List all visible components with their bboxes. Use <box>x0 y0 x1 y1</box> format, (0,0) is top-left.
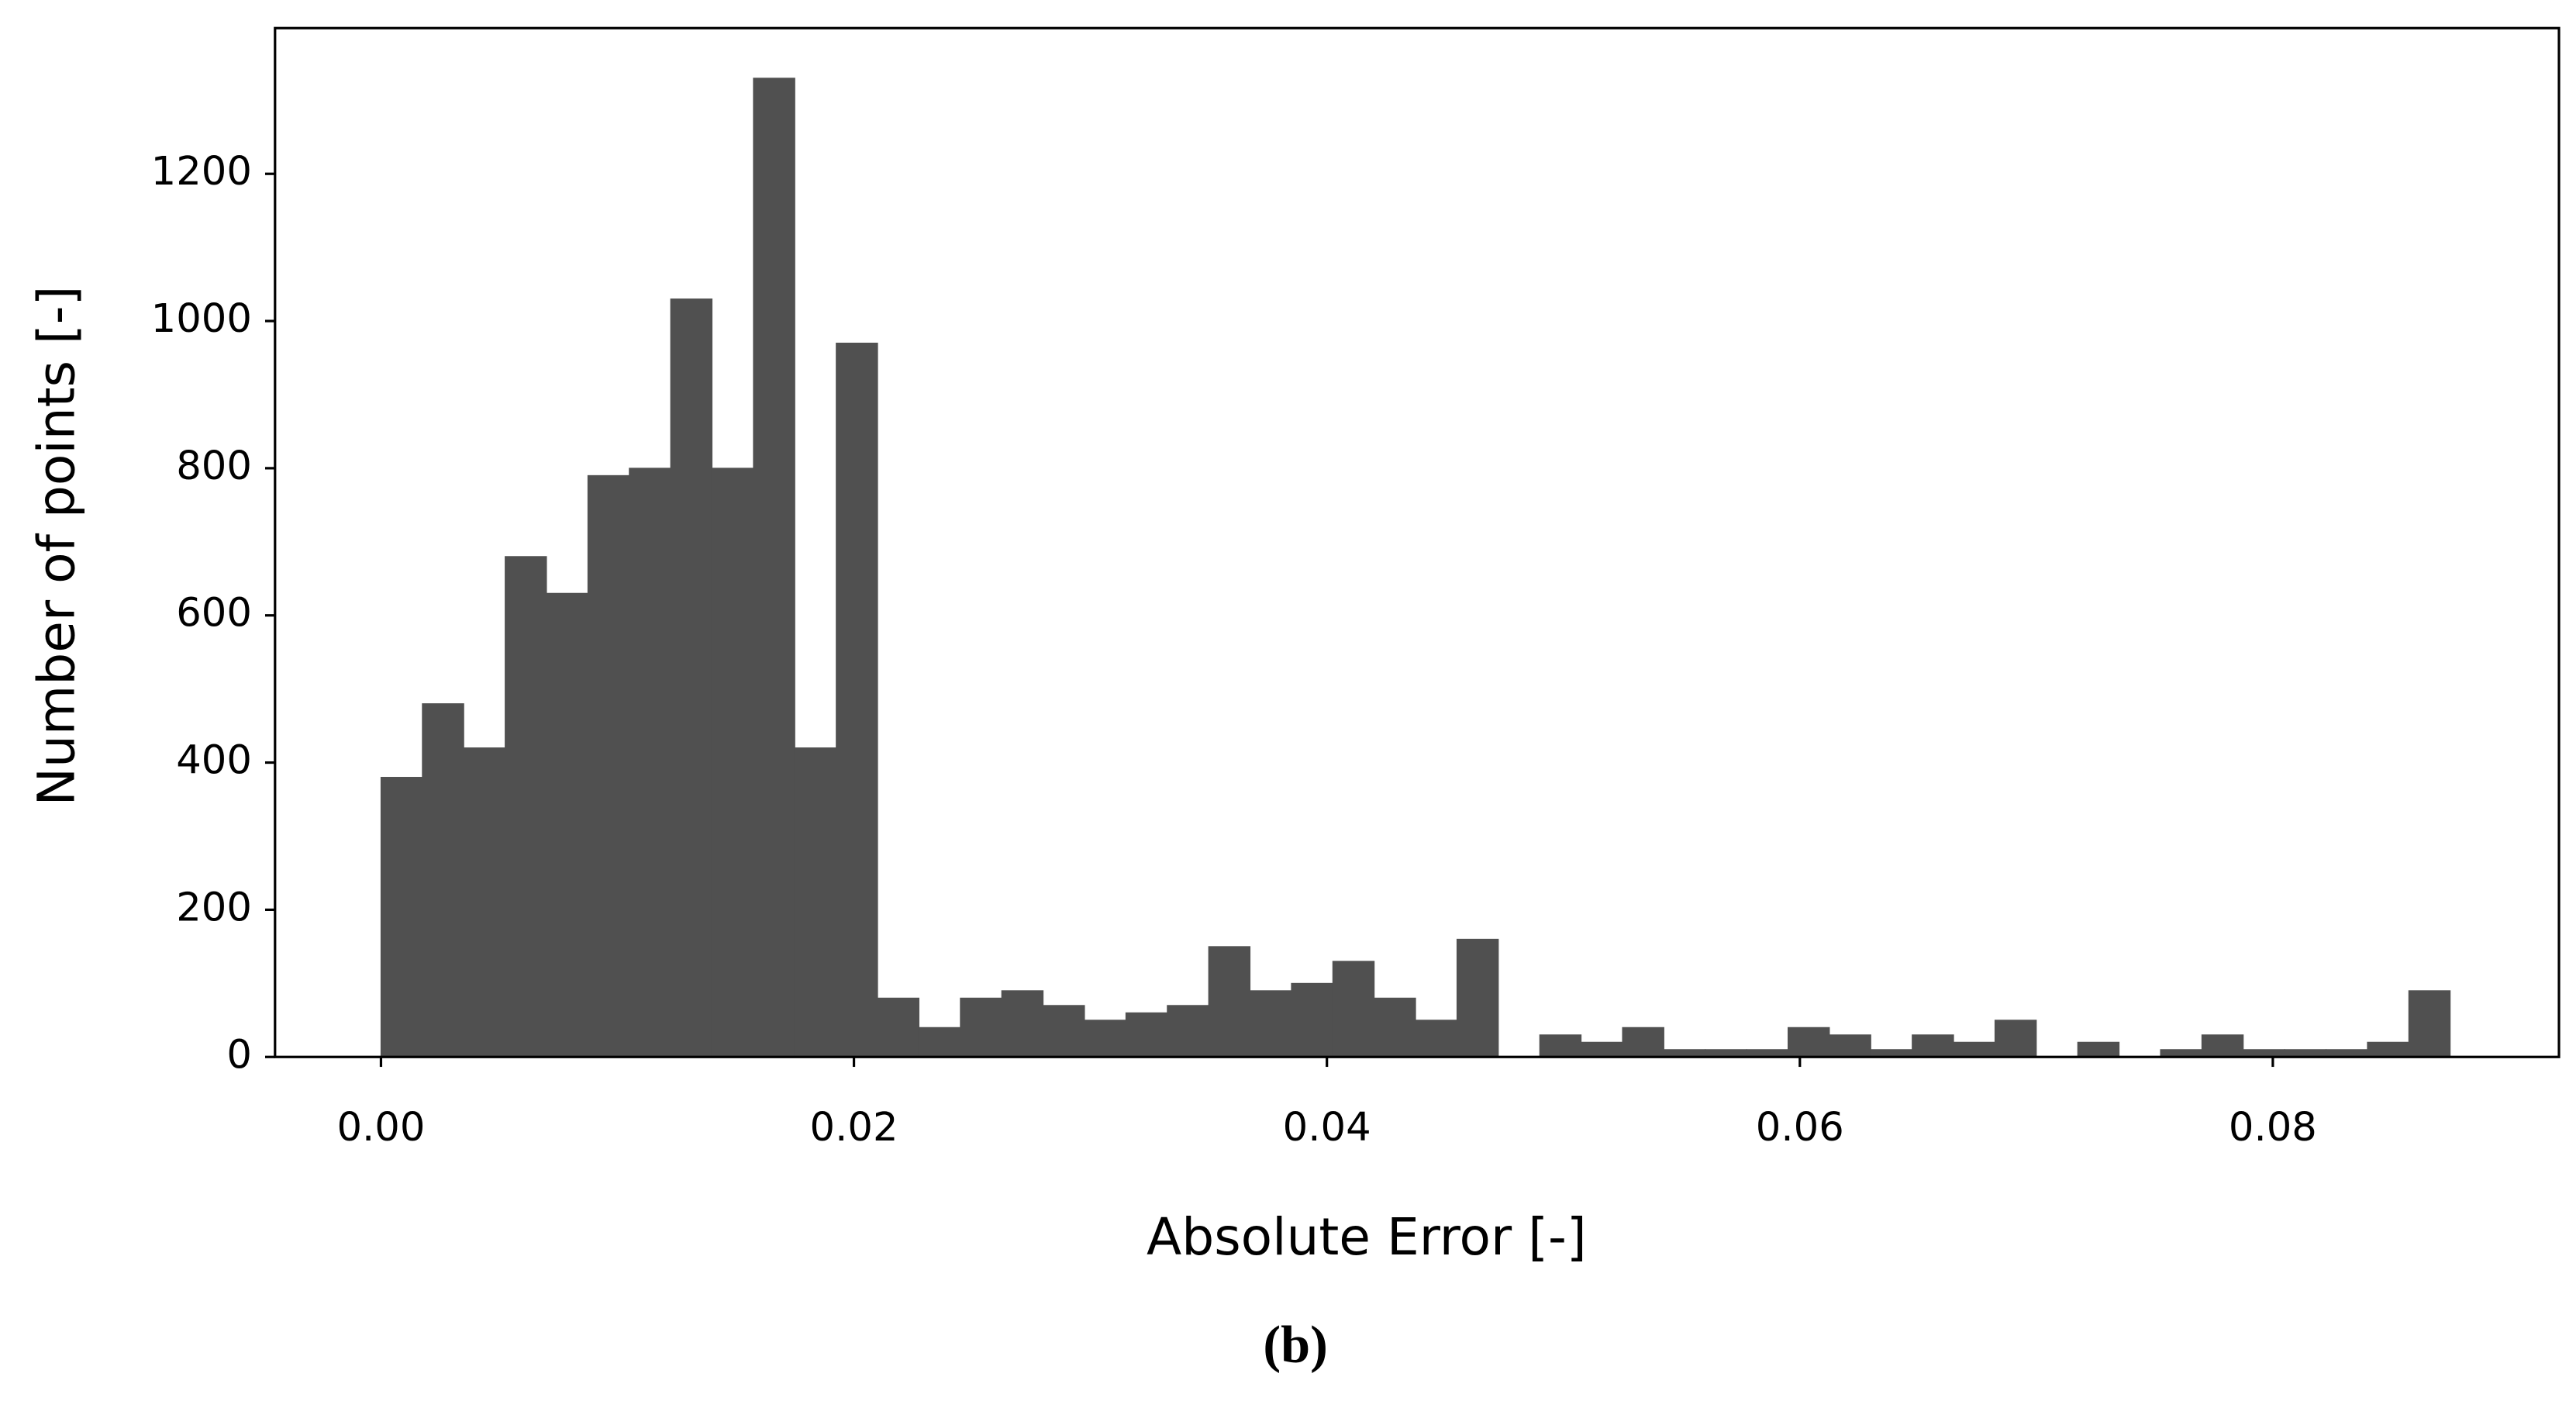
x-tick-label: 0.00 <box>336 1104 425 1151</box>
bar <box>1539 1034 1582 1058</box>
bar <box>422 703 464 1058</box>
caption: (b) <box>1263 1315 1327 1374</box>
bar <box>1953 1041 1995 1058</box>
bar <box>546 592 588 1058</box>
x-tick-label: 0.06 <box>1756 1104 1844 1151</box>
bar <box>1912 1034 1954 1058</box>
bar <box>1125 1012 1168 1058</box>
y-axis-label: Number of points [-] <box>27 286 87 806</box>
bar <box>711 468 754 1058</box>
bar <box>918 1027 961 1058</box>
bar <box>380 777 423 1058</box>
bar <box>960 997 1002 1058</box>
y-tick-label: 400 <box>176 737 252 784</box>
bar <box>1084 1020 1126 1058</box>
plot-frame <box>274 26 2560 1058</box>
bar <box>629 468 671 1058</box>
bar <box>1291 982 1333 1058</box>
bar <box>587 474 630 1058</box>
bar <box>1622 1027 1664 1058</box>
bar <box>463 747 506 1058</box>
y-tick-label: 1200 <box>151 148 252 195</box>
bar <box>1332 961 1375 1058</box>
bar <box>794 747 837 1058</box>
bar <box>1994 1020 2037 1058</box>
bar <box>2408 990 2451 1058</box>
bar <box>877 997 919 1058</box>
bar <box>753 78 795 1058</box>
bar <box>1456 938 1499 1058</box>
y-tick-label: 0 <box>226 1031 252 1078</box>
x-tick-label: 0.08 <box>2229 1104 2317 1151</box>
bar <box>670 298 713 1058</box>
bar <box>1167 1005 1209 1058</box>
bar <box>1788 1027 1830 1058</box>
bar <box>1043 1005 1085 1058</box>
bar <box>2367 1041 2409 1058</box>
bar <box>1581 1041 1623 1058</box>
x-tick-label: 0.04 <box>1283 1104 1371 1151</box>
y-tick-label: 1000 <box>151 295 252 342</box>
x-tick-label: 0.02 <box>810 1104 898 1151</box>
bar <box>836 342 878 1058</box>
y-tick-label: 600 <box>176 590 252 637</box>
bar <box>2201 1034 2244 1058</box>
x-axis-label: Absolute Error [-] <box>1147 1207 1587 1267</box>
bar <box>2077 1041 2120 1058</box>
bar <box>1415 1020 1457 1058</box>
bar <box>1829 1034 1871 1058</box>
bar <box>1250 990 1292 1058</box>
y-tick-label: 200 <box>176 884 252 930</box>
bar <box>1374 997 1416 1058</box>
bar <box>505 556 547 1058</box>
y-tick-label: 800 <box>176 443 252 489</box>
bar <box>1208 946 1251 1058</box>
bar <box>1001 990 1044 1058</box>
